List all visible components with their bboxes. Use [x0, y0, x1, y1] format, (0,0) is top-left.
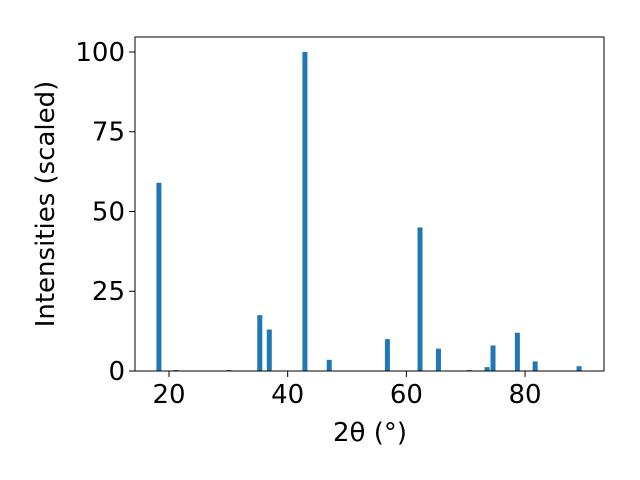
bar	[576, 366, 582, 371]
y-tick-label: 100	[75, 38, 125, 68]
x-axis-label: 2θ (°)	[333, 418, 407, 448]
y-tick-label: 75	[92, 118, 125, 148]
bar	[417, 227, 423, 371]
bar	[384, 339, 390, 371]
y-tick-label: 25	[92, 277, 125, 307]
bar	[302, 51, 308, 371]
x-tick-label: 20	[152, 380, 185, 410]
bar	[326, 359, 332, 371]
bar	[532, 361, 538, 371]
bar	[484, 367, 490, 371]
bar	[266, 329, 272, 371]
x-tick-label: 60	[390, 380, 423, 410]
y-axis-label: Intensities (scaled)	[31, 81, 61, 328]
x-tick-label: 80	[509, 380, 542, 410]
bar	[435, 348, 441, 371]
y-tick-label: 0	[108, 357, 125, 387]
bar	[514, 332, 520, 371]
y-tick-label: 50	[92, 197, 125, 227]
plot-frame	[134, 36, 605, 372]
bar	[490, 345, 496, 371]
bar	[156, 182, 162, 371]
x-tick-label: 40	[271, 380, 304, 410]
bar	[257, 315, 263, 371]
